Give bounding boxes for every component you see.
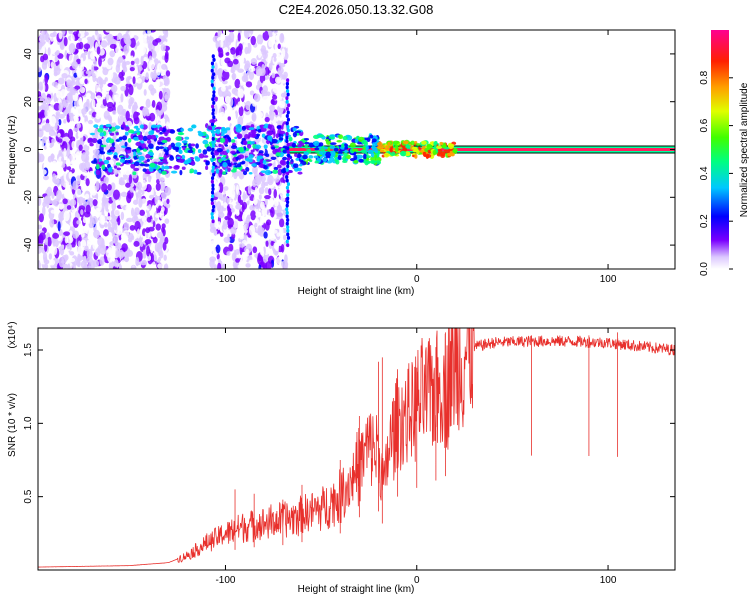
snr-y-scale-label: (x10⁴) bbox=[7, 321, 18, 348]
spectrogram-panel: -100 0 100 -40 -20 0 20 40 Height of straight l… bbox=[7, 29, 676, 297]
svg-text:0: 0 bbox=[23, 146, 34, 152]
snr-frame bbox=[37, 327, 676, 571]
snr-ticks: -100 0 100 0.5 1.0 1.5 bbox=[23, 328, 675, 586]
svg-text:-100: -100 bbox=[215, 575, 235, 586]
svg-text:-100: -100 bbox=[215, 274, 235, 285]
svg-text:40: 40 bbox=[23, 48, 34, 60]
svg-text:0.6: 0.6 bbox=[699, 118, 710, 132]
svg-text:1.5: 1.5 bbox=[23, 343, 34, 357]
svg-text:100: 100 bbox=[600, 575, 617, 586]
svg-text:0.2: 0.2 bbox=[699, 214, 710, 228]
svg-text:0.0: 0.0 bbox=[699, 262, 710, 276]
snr-series-line bbox=[38, 328, 675, 568]
colorbar-label: Normalized spectral amplitude bbox=[739, 82, 750, 217]
figure-title: C2E4.2026.050.13.32.G08 bbox=[279, 2, 434, 17]
spectrogram-ticks: -100 0 100 -40 -20 0 20 40 bbox=[23, 30, 675, 285]
svg-text:0: 0 bbox=[414, 274, 420, 285]
spectrogram-y-axis-label: Frequency (Hz) bbox=[7, 116, 18, 185]
spectrogram-heatmap bbox=[38, 30, 675, 269]
svg-text:0.8: 0.8 bbox=[699, 70, 710, 84]
colorbar-gradient bbox=[711, 30, 729, 269]
snr-y-axis-label: SNR (10 * v/v) bbox=[7, 393, 18, 457]
svg-text:0.4: 0.4 bbox=[699, 166, 710, 180]
svg-text:20: 20 bbox=[23, 96, 34, 108]
colorbar-ticks: 0.0 0.2 0.4 0.6 0.8 bbox=[699, 70, 733, 276]
svg-text:100: 100 bbox=[600, 274, 617, 285]
colorbar: 0.0 0.2 0.4 0.6 0.8 Normalized spectral ampl… bbox=[699, 30, 750, 276]
svg-text:1.0: 1.0 bbox=[23, 416, 34, 430]
snr-panel: -100 0 100 0.5 1.0 1.5 Height of straight lin… bbox=[7, 321, 676, 595]
svg-text:0.5: 0.5 bbox=[23, 489, 34, 503]
svg-text:-40: -40 bbox=[23, 237, 34, 252]
snr-x-axis-label: Height of straight line (km) bbox=[298, 584, 415, 595]
svg-text:0: 0 bbox=[414, 575, 420, 586]
spectrogram-x-axis-label: Height of straight line (km) bbox=[298, 286, 415, 297]
svg-text:-20: -20 bbox=[23, 190, 34, 205]
